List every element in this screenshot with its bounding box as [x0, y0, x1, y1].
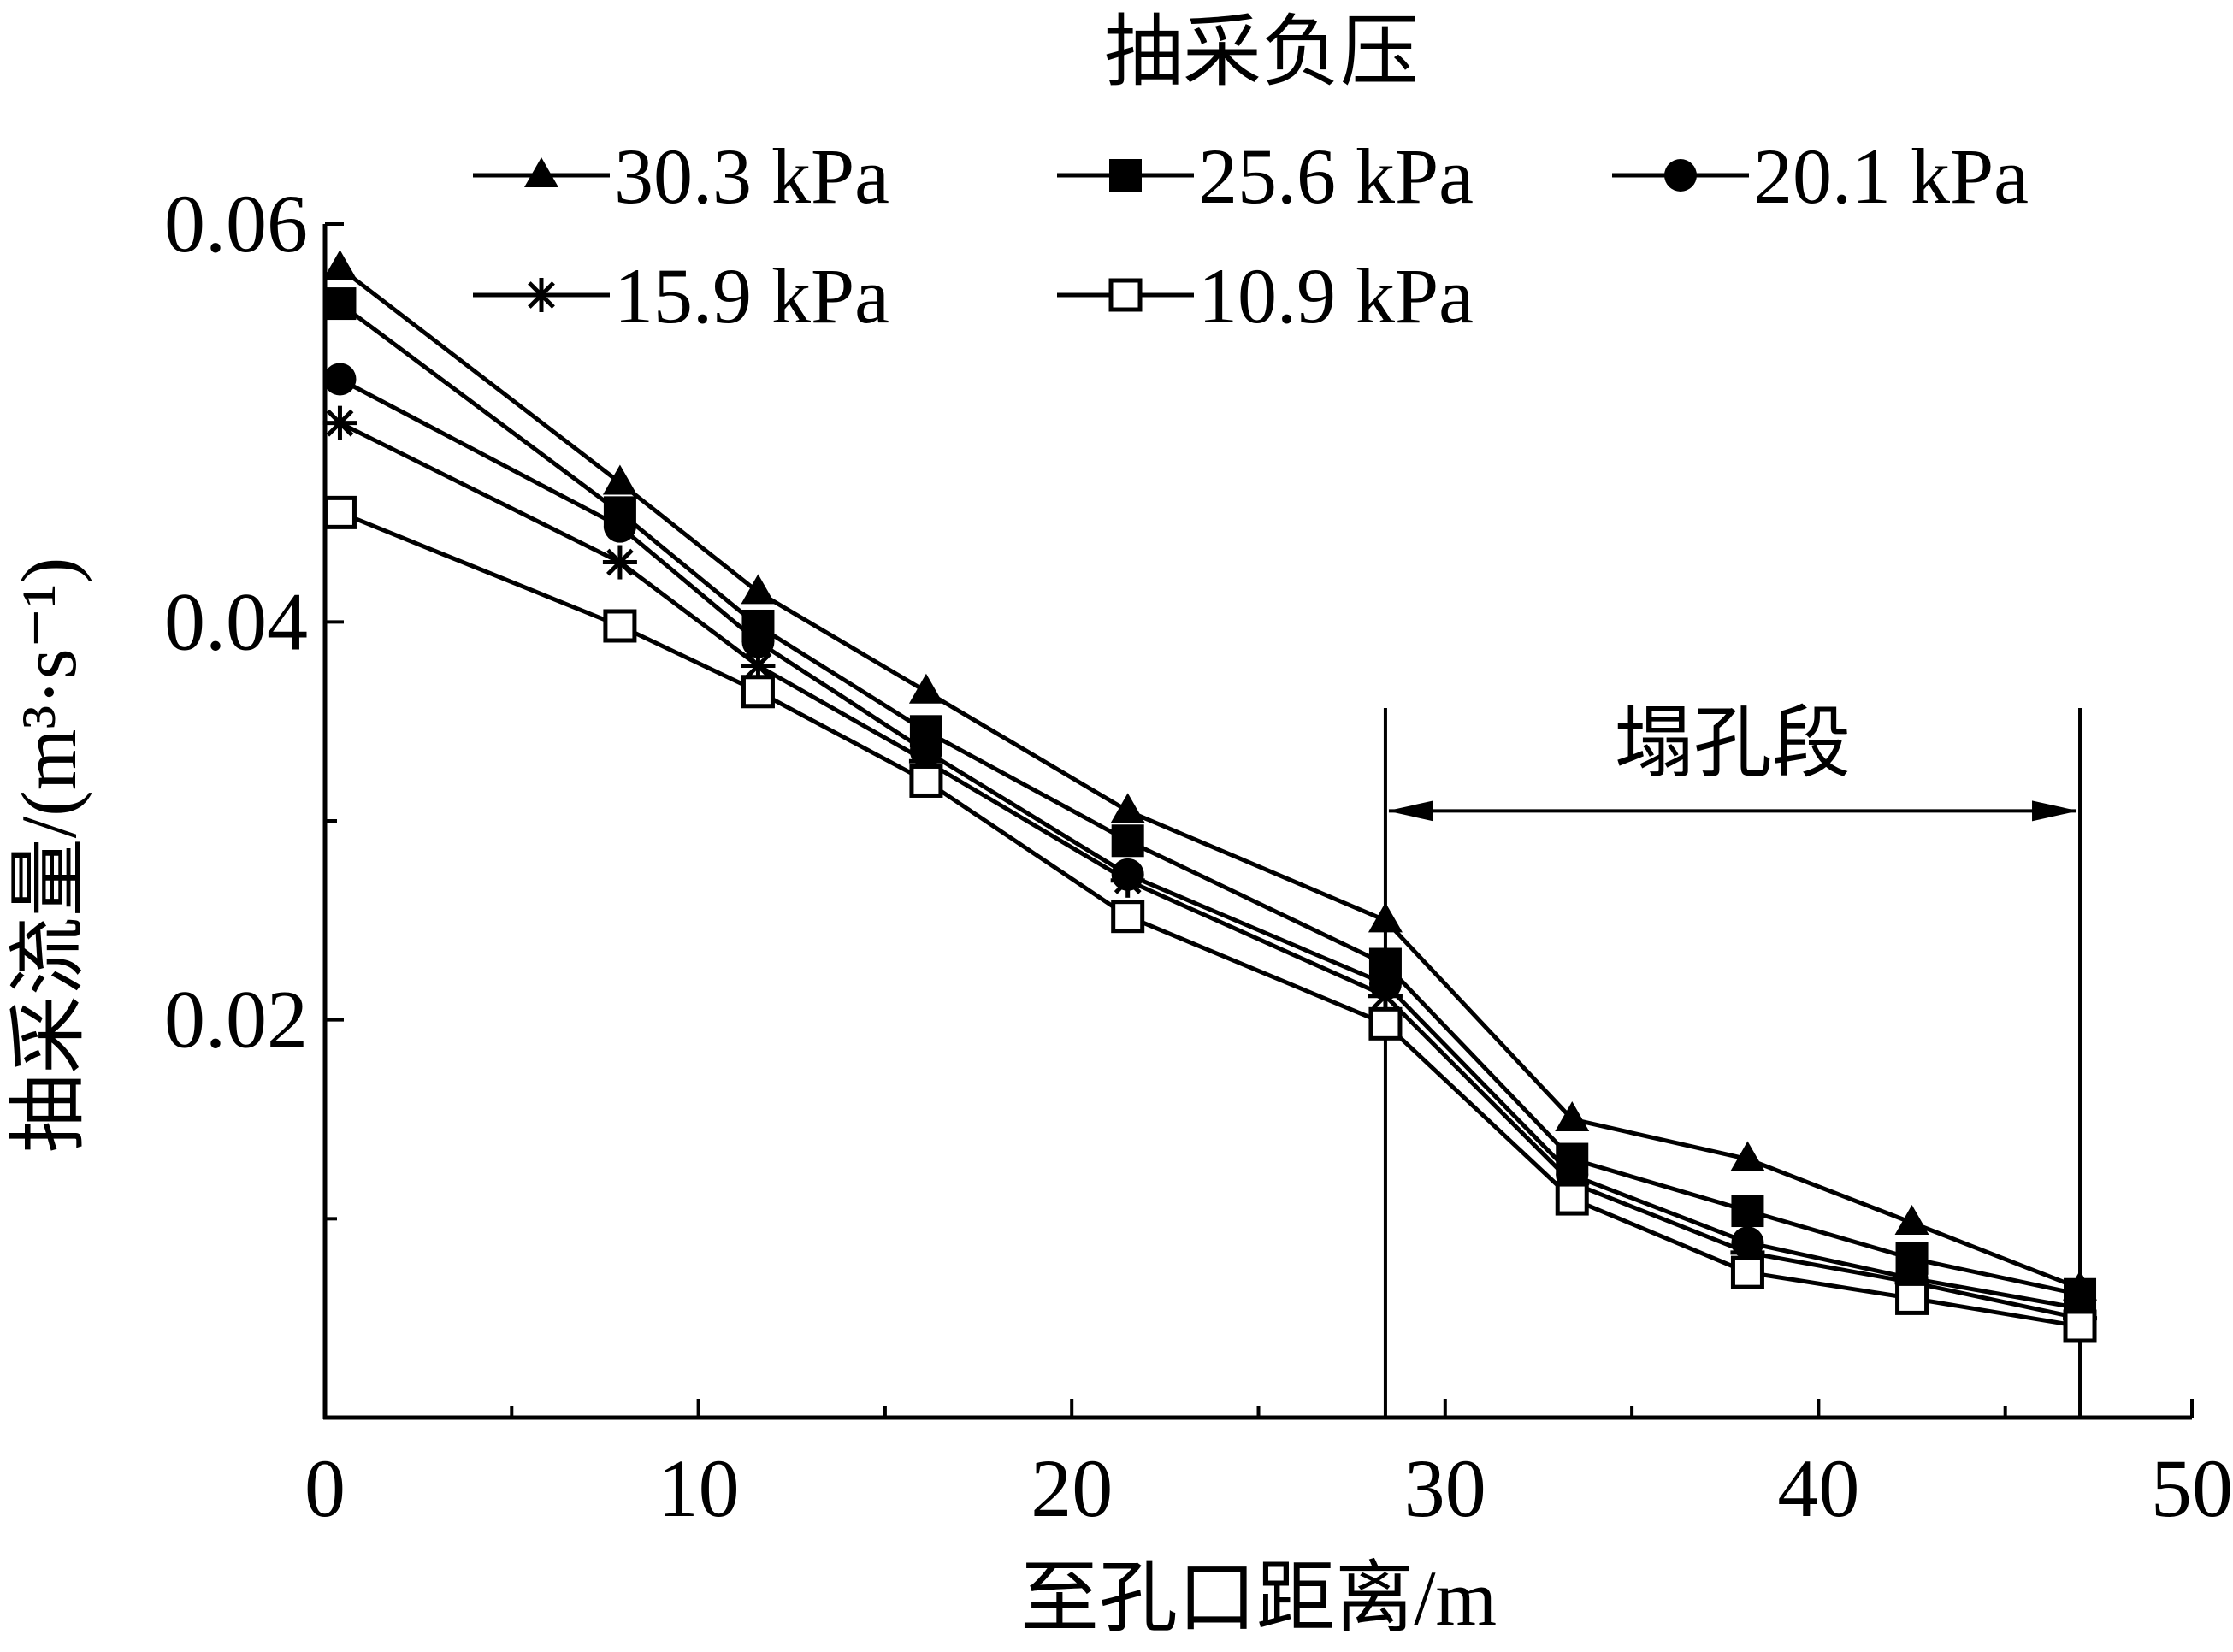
legend-label: 30.3 kPa — [614, 133, 889, 220]
series-3 — [322, 405, 2098, 1336]
series-line — [339, 421, 2081, 1321]
data-point — [322, 250, 357, 280]
legend-marker — [1664, 159, 1697, 192]
x-tick-label: 40 — [1777, 1443, 1859, 1534]
legend-entry: 10.9 kPa — [1057, 252, 1474, 339]
legend-entry: 15.9 kPa — [473, 252, 889, 339]
data-point — [908, 673, 943, 704]
axes: 0 10 20 30 40 50 0.02 0.04 0.06 — [164, 178, 2233, 1534]
data-point — [603, 609, 637, 643]
y-axis-title: 抽采流量/(m³·s⁻¹) — [5, 558, 92, 1153]
x-tick-label: 10 — [658, 1443, 740, 1534]
data-point — [1730, 1141, 1765, 1171]
collapse-arrow-left-head — [1386, 800, 1433, 822]
data-point — [1730, 1255, 1764, 1289]
series-line — [339, 377, 2081, 1311]
x-tick-label: 50 — [2151, 1443, 2233, 1534]
legend: 30.3 kPa 25.6 kPa 20.1 kPa 15.9 kPa 10.9 kPa — [473, 133, 2029, 339]
data-point — [741, 675, 775, 709]
legend-marker — [524, 278, 558, 312]
collapse-section-annotation: 塌孔段 — [1383, 699, 2082, 1418]
data-point — [1111, 900, 1145, 934]
data-point — [323, 287, 357, 321]
legend-label: 25.6 kPa — [1198, 133, 1474, 220]
data-point — [2063, 1309, 2097, 1343]
x-tick-label: 0 — [304, 1443, 346, 1534]
series-layer — [322, 250, 2098, 1343]
legend-title: 抽采负压 — [1104, 9, 1419, 96]
series-line — [338, 302, 2081, 1297]
data-point — [602, 464, 637, 495]
collapse-arrow-right-head — [2032, 800, 2079, 822]
data-point — [1110, 793, 1145, 823]
data-point — [322, 405, 357, 440]
x-tick-label: 30 — [1404, 1443, 1486, 1534]
series-1 — [323, 287, 2097, 1311]
legend-entry: 30.3 kPa — [473, 133, 889, 220]
legend-label: 20.1 kPa — [1753, 133, 2029, 220]
y-tick-label: 0.06 — [164, 178, 308, 269]
legend-label: 15.9 kPa — [614, 252, 889, 339]
legend-marker — [1108, 278, 1143, 312]
data-point — [1110, 863, 1145, 898]
data-point — [322, 495, 357, 529]
data-point — [909, 764, 943, 798]
data-point — [1895, 1281, 1929, 1315]
data-point — [1555, 1182, 1589, 1216]
data-point — [602, 545, 637, 580]
data-point — [1731, 1195, 1764, 1228]
x-tick-label: 20 — [1031, 1443, 1113, 1534]
x-axis-title: 至孔口距离/m — [1020, 1555, 1497, 1642]
data-point — [1555, 1101, 1590, 1131]
data-point — [1368, 902, 1403, 933]
data-point — [741, 574, 776, 605]
legend-entry: 25.6 kPa — [1057, 133, 1474, 220]
series-4 — [322, 495, 2097, 1343]
data-point — [1368, 1006, 1403, 1041]
legend-label: 10.9 kPa — [1198, 252, 1474, 339]
legend-marker — [1109, 159, 1142, 192]
series-line — [339, 510, 2081, 1329]
data-point — [603, 510, 636, 543]
y-tick-label: 0.04 — [164, 575, 308, 667]
legend-marker — [524, 157, 558, 187]
legend-entry: 20.1 kPa — [1612, 133, 2029, 220]
data-point — [1111, 824, 1144, 858]
series-line — [338, 266, 2081, 1291]
data-point — [741, 625, 775, 658]
collapse-section-label: 塌孔段 — [1615, 699, 1851, 787]
data-point — [1894, 1204, 1929, 1235]
data-point — [323, 363, 357, 396]
y-tick-label: 0.02 — [164, 974, 308, 1065]
